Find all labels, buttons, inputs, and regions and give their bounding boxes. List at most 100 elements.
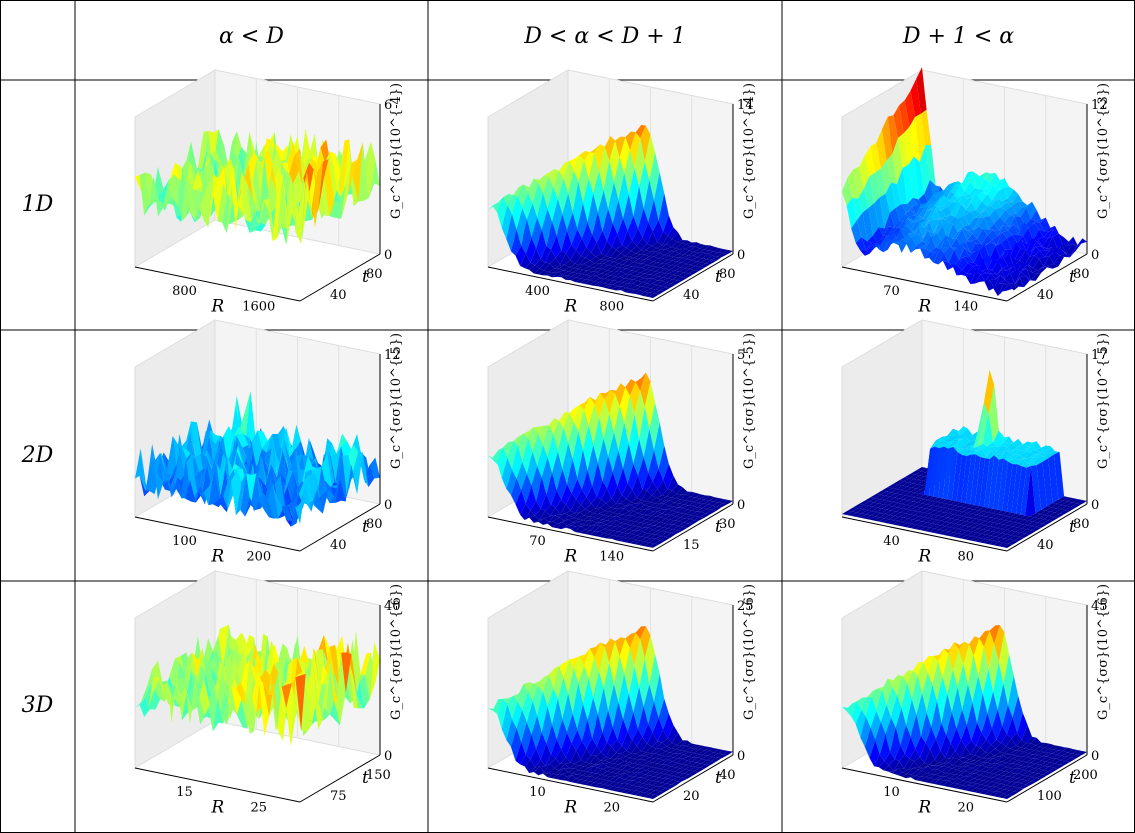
surface-patch [520,253,531,269]
surface-patch [968,527,979,532]
surface-patch [933,762,944,766]
surface-patch [580,497,592,510]
surface-patch [892,674,903,696]
surface-patch [657,231,668,246]
y-tick-label: 40 [1037,288,1054,303]
surface-patch [959,521,971,526]
surface-patch [922,766,933,774]
surface-patch [861,510,872,515]
surface-patch [660,764,672,770]
surface-patch [1030,241,1042,252]
surface-patch [918,494,929,499]
surface-patch [560,253,571,266]
surface-patch [597,263,609,269]
surface-patch [868,203,879,236]
surface-patch [888,515,900,521]
z-tick-label: 0 [1091,498,1099,513]
surface-patch [243,434,254,462]
surface-patch [665,766,676,771]
surface-patch [672,758,683,764]
surface-patch [971,722,982,746]
surface-patch [575,278,586,283]
surface-patch [676,777,688,782]
surface-patch [639,523,650,528]
surface-patch [610,773,621,777]
surface-patch [893,105,904,139]
surface-patch [545,504,556,517]
surface-patch [949,523,960,529]
surface-patch [884,496,895,501]
surface-patch [1005,206,1016,215]
surface-patch [930,774,941,780]
surface-patch [235,681,247,705]
surface-patch [851,512,862,517]
surface-patch [981,762,992,768]
surface-patch [1020,762,1031,767]
surface-patch [996,445,1007,455]
surface-patch [908,156,919,200]
surface-patch [576,775,587,780]
surface-patch [249,644,260,678]
surface-patch [654,503,665,509]
surface-patch [578,263,589,270]
surface-patch [604,758,616,763]
surface-patch [585,776,596,782]
surface-patch [982,668,994,714]
surface-patch [255,455,266,496]
surface-patch [625,753,636,758]
surface-patch [1038,229,1050,238]
surface-patch [995,533,1006,538]
surface-patch [1008,773,1019,778]
surface-patch [963,775,974,782]
surface-patch [212,635,224,667]
surface-patch [282,469,294,499]
surface-patch [601,520,612,525]
surface-patch [530,501,541,516]
surface-patch [663,524,674,529]
surface-patch [915,489,926,494]
surface-patch [660,243,672,250]
surface-patch [1054,248,1066,256]
surface-patch [648,543,659,548]
surface-patch [906,221,917,230]
surface-patch [642,278,653,284]
surface-patch [594,760,605,765]
surface-patch [659,536,671,542]
surface-patch [689,497,700,503]
surface-patch [1003,283,1014,291]
surface-patch [611,536,623,541]
surface-patch [998,178,1010,191]
surface-patch [628,276,640,280]
surface-patch [640,286,651,292]
surface-patch [908,515,919,520]
surface-patch [977,443,988,451]
surface-patch [914,511,925,517]
surface-patch [608,530,619,536]
surface-patch [957,780,969,786]
surface-patch [962,684,973,725]
surface-patch [967,760,979,765]
surface-patch [959,770,971,777]
surface-patch [907,483,918,488]
surface-patch [631,535,642,540]
surface-patch [1013,768,1025,774]
surface-patch [935,437,947,443]
surface-patch [699,764,711,769]
surface-patch [878,226,889,237]
surface-patch [688,502,699,507]
surface-patch [190,674,201,725]
surface-patch [888,222,900,228]
surface-patch [940,235,951,249]
surface-patch [683,250,695,256]
surface-patch [237,433,249,448]
surface-patch [919,526,931,531]
surface-patch [879,193,891,229]
surface-patch [705,509,716,515]
surface-patch [160,452,171,490]
surface-patch [335,183,346,219]
surface-patch [681,491,692,495]
surface-patch [639,406,650,457]
surface-patch [628,168,640,217]
surface-patch [636,531,648,537]
surface-patch [618,259,629,265]
